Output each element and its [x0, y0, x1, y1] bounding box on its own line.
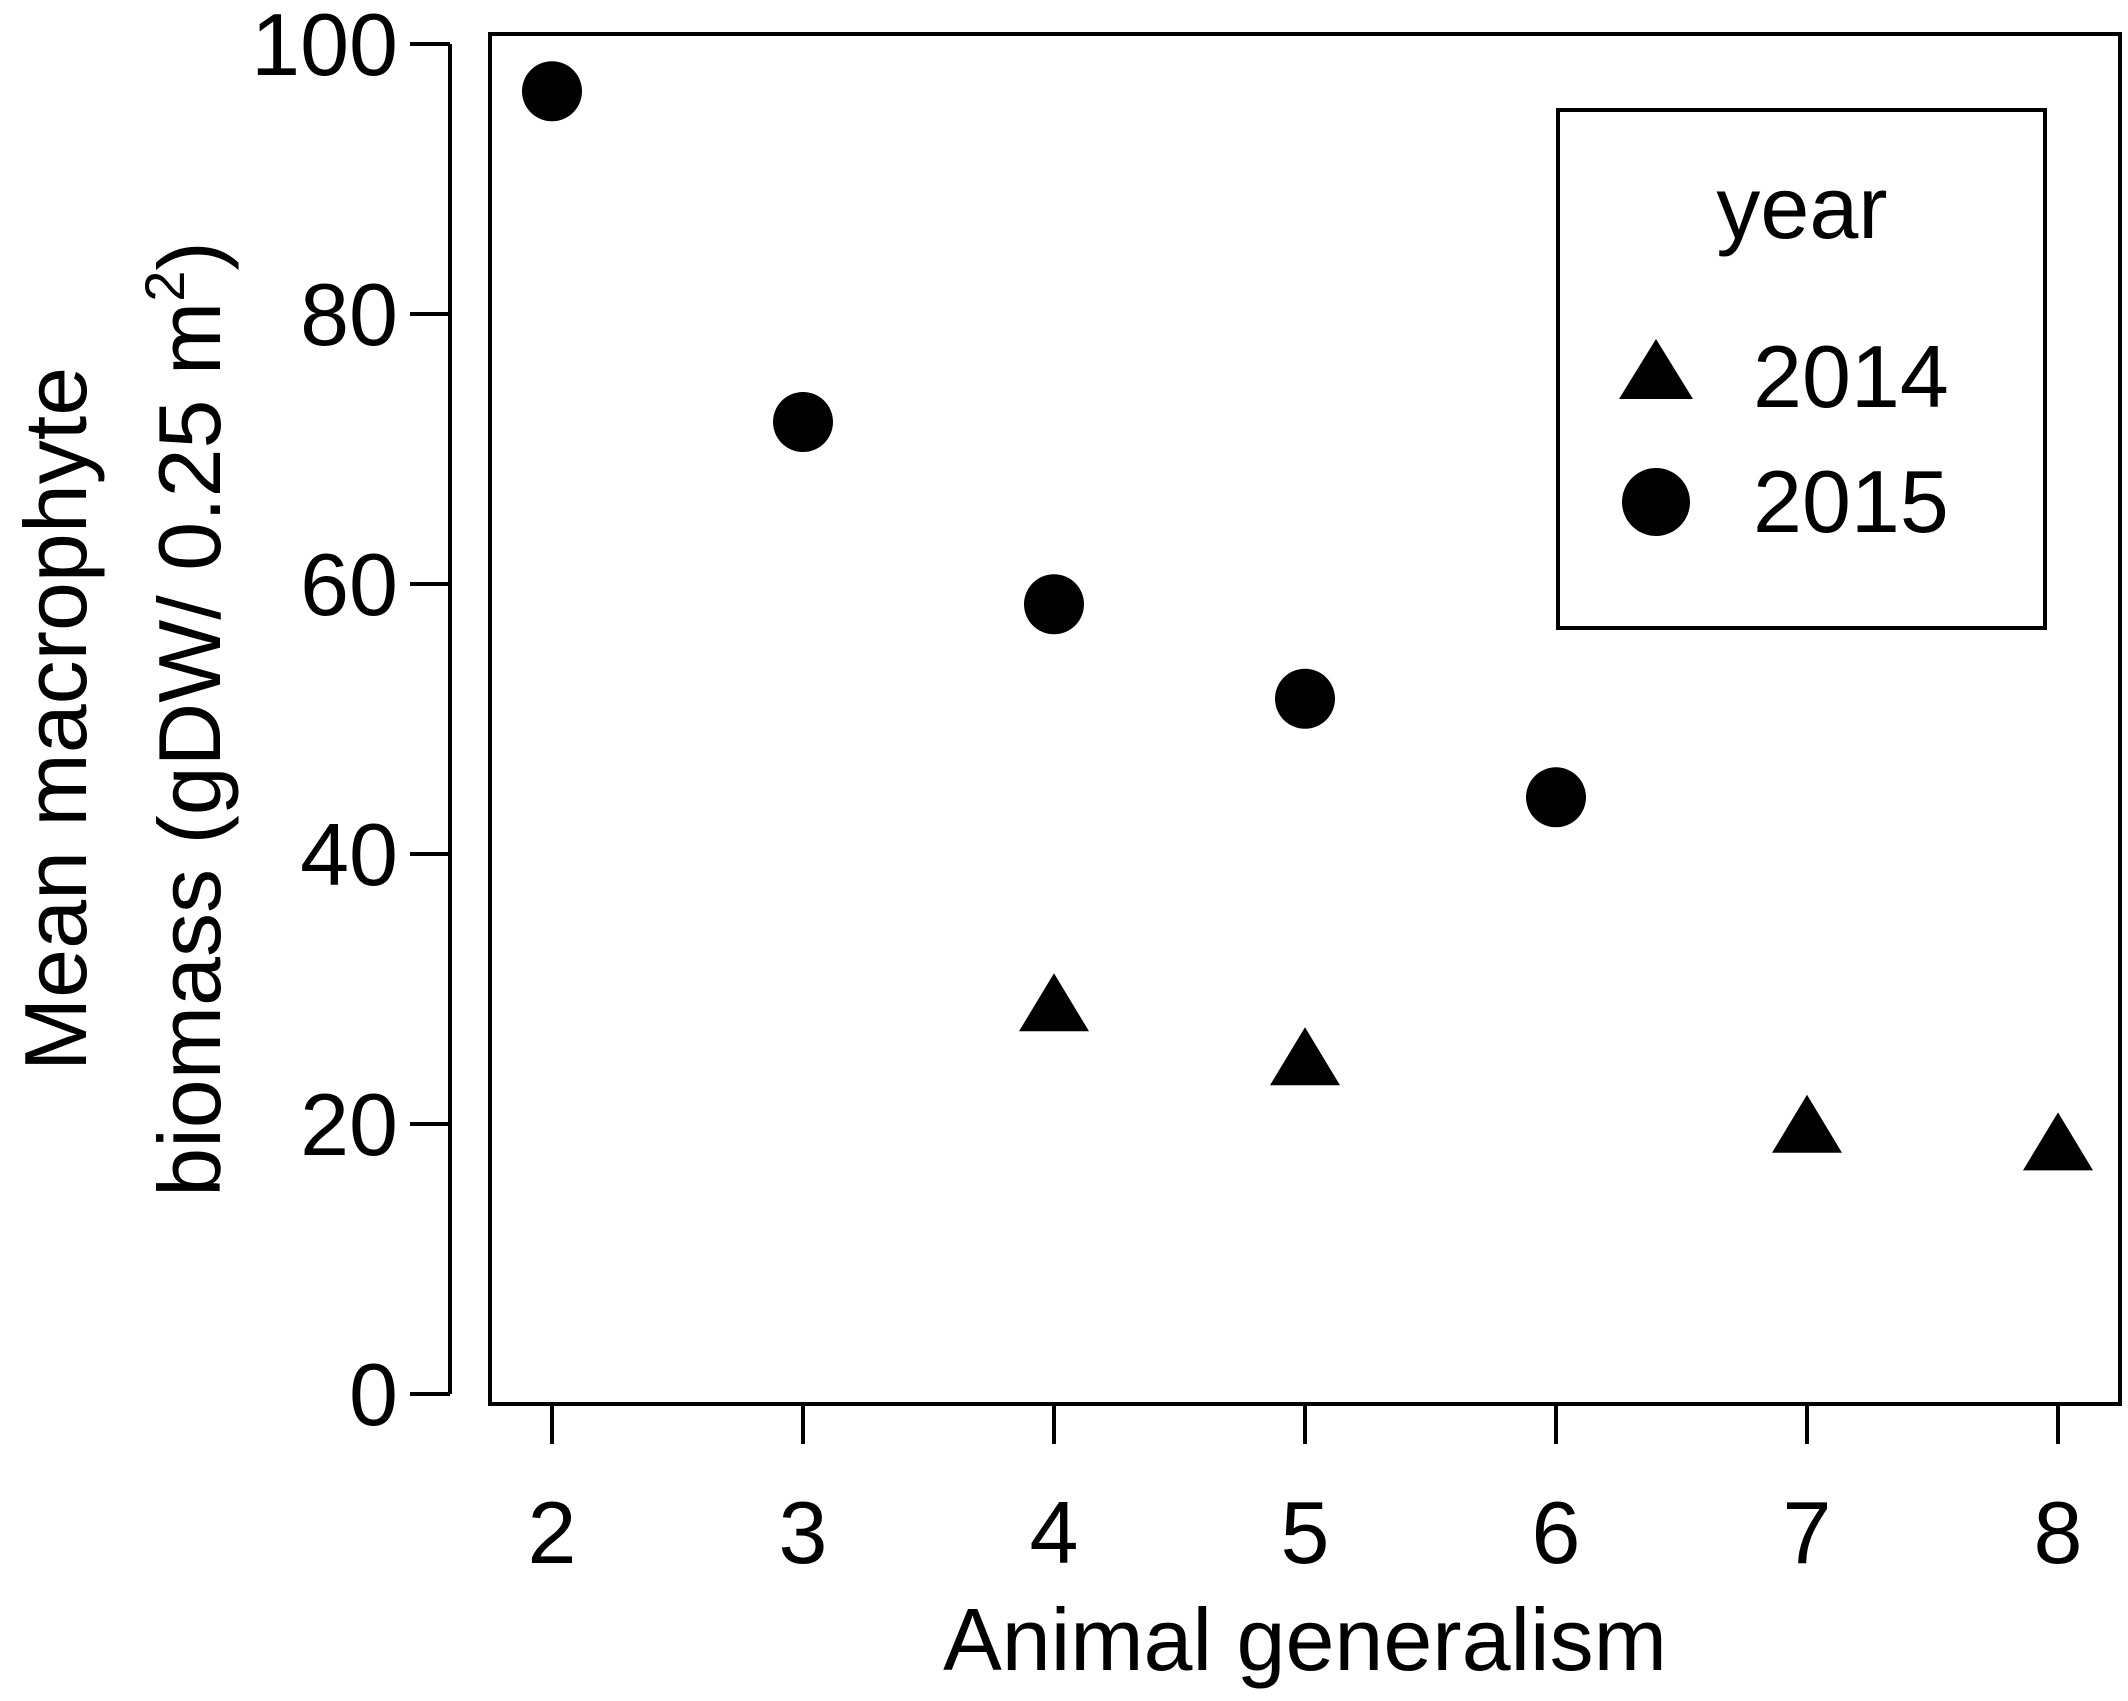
x-axis-title: Animal generalism — [943, 1590, 1667, 1689]
x-tick-label: 8 — [2034, 1483, 2083, 1582]
y-axis-title-line1: Mean macrophyte — [6, 367, 105, 1071]
legend: year 2014 2015 — [1556, 108, 2047, 630]
x-tick-label: 3 — [779, 1483, 828, 1582]
point-2015 — [773, 392, 833, 452]
y-axis-title: Mean macrophyte biomass (gDW/ 0.25 m2) — [6, 241, 239, 1196]
legend-label-2014: 2014 — [1753, 327, 1949, 426]
point-2014 — [1019, 973, 1089, 1032]
y-axis-ticks: 0 20 40 60 80 100 — [251, 0, 450, 1444]
legend-triangle-marker — [1619, 339, 1693, 399]
x-tick-label: 2 — [528, 1483, 577, 1582]
legend-title: year — [1716, 158, 1887, 257]
x-tick-label: 4 — [1030, 1483, 1079, 1582]
y-axis-title-line2-main: biomass (gDW/ 0.25 m — [140, 302, 239, 1197]
point-2015 — [522, 61, 582, 122]
point-2015 — [1024, 574, 1084, 635]
legend-frame — [1556, 108, 2047, 630]
x-tick-label: 6 — [1532, 1483, 1581, 1582]
legend-circle-marker — [1622, 468, 1690, 536]
legend-label-2015: 2015 — [1753, 452, 1949, 551]
y-tick-label: 100 — [251, 0, 398, 94]
x-axis-ticks: 2 3 4 5 6 7 8 — [528, 1404, 2083, 1582]
y-axis-title-superscript: 2 — [133, 271, 196, 302]
point-2014 — [2023, 1112, 2093, 1171]
y-tick-label: 80 — [300, 265, 398, 364]
y-axis-title-line2-end: ) — [140, 241, 239, 270]
data-points — [522, 61, 2093, 1171]
point-2015 — [1526, 767, 1586, 828]
point-2014 — [1772, 1094, 1842, 1153]
point-2014 — [1270, 1027, 1340, 1086]
y-tick-label: 60 — [300, 535, 398, 634]
y-tick-label: 20 — [300, 1075, 398, 1174]
x-tick-label: 5 — [1281, 1483, 1330, 1582]
y-tick-label: 0 — [349, 1345, 398, 1444]
point-2015 — [1275, 668, 1335, 729]
y-tick-label: 40 — [300, 805, 398, 904]
y-axis-title-line2: biomass (gDW/ 0.25 m2) — [133, 241, 239, 1196]
x-tick-label: 7 — [1783, 1483, 1832, 1582]
